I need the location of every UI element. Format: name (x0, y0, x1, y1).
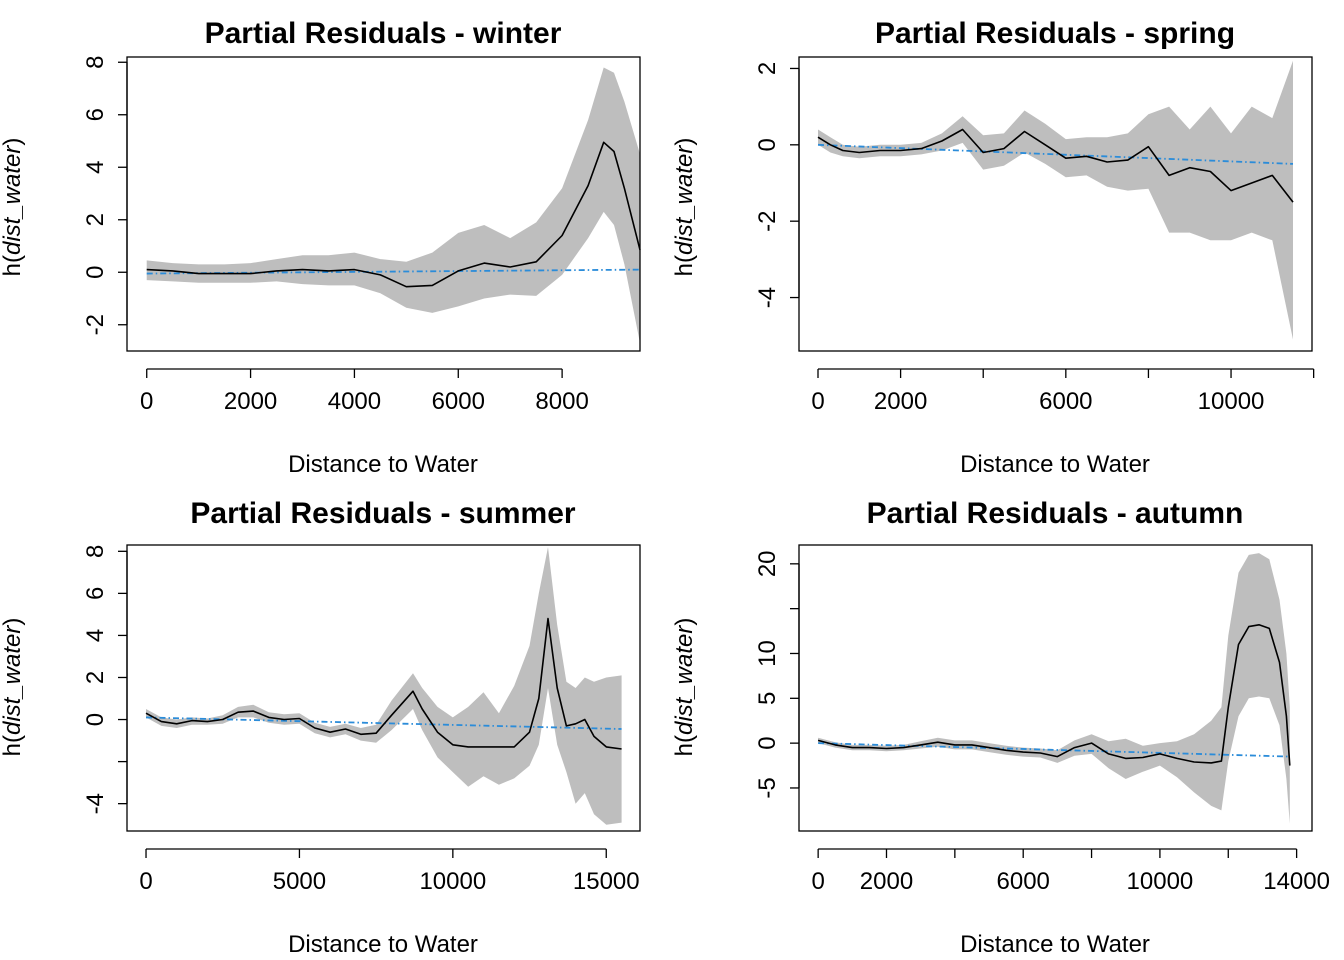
x-tick-label: 6000 (1039, 388, 1092, 415)
linear-fit-line (818, 742, 1290, 758)
panel-title: Partial Residuals - autumn (867, 497, 1244, 530)
x-tick-label: 6000 (997, 868, 1050, 895)
y-axis-label: h(dist_water) (0, 138, 26, 277)
x-tick-label: 2000 (860, 868, 913, 895)
panel-title: Partial Residuals - summer (190, 497, 575, 530)
panel-spring: Partial Residuals - spring Distance to W… (671, 17, 1315, 478)
y-tick-label: 4 (82, 629, 109, 642)
y-tick-label: 0 (82, 266, 109, 279)
y-label-prefix: h( (671, 255, 698, 276)
y-tick-label: -4 (754, 287, 781, 308)
linear-fit-line (146, 716, 622, 730)
y-label-prefix: h( (0, 255, 26, 276)
x-axis-label: Distance to Water (288, 931, 478, 958)
y-tick-label: 10 (754, 640, 781, 667)
y-tick-label: 8 (82, 56, 109, 69)
confidence-band (818, 60, 1293, 340)
panel-autumn: Partial Residuals - autumn Distance to W… (671, 497, 1330, 958)
y-tick-label: 2 (82, 213, 109, 226)
y-axis-label: h(dist_water) (671, 618, 698, 757)
y-tick-label: 2 (754, 62, 781, 75)
x-tick-label: 8000 (535, 388, 588, 415)
y-tick-label: 20 (754, 550, 781, 577)
x-tick-label: 0 (811, 868, 824, 895)
smooth-fit-line (145, 617, 622, 750)
x-tick-label: 14000 (1263, 868, 1330, 895)
y-tick-label: 0 (754, 736, 781, 749)
y-tick-label: 6 (82, 108, 109, 121)
confidence-band (818, 553, 1290, 824)
smooth-fit-line (817, 623, 1291, 766)
x-tick-label: 10000 (419, 868, 486, 895)
confidence-band (146, 67, 640, 344)
x-tick-label: 0 (139, 868, 152, 895)
panel-title: Partial Residuals - winter (205, 17, 562, 50)
x-axis-label: Distance to Water (288, 451, 478, 478)
y-tick-label: -2 (82, 314, 109, 335)
x-axis-label: Distance to Water (960, 451, 1150, 478)
panel-winter: Partial Residuals - winter Distance to W… (0, 17, 641, 478)
y-tick-label: 0 (82, 713, 109, 726)
y-tick-label: 5 (754, 692, 781, 705)
y-tick-label: -4 (82, 793, 109, 814)
y-tick-label: 0 (754, 138, 781, 151)
panel-title: Partial Residuals - spring (875, 17, 1235, 50)
y-tick-label: -5 (754, 777, 781, 798)
x-tick-label: 0 (811, 388, 824, 415)
y-axis-label: h(dist_water) (0, 618, 26, 757)
y-label-prefix: h( (0, 735, 26, 756)
smooth-fit-line (146, 141, 641, 288)
y-tick-label: 6 (82, 587, 109, 600)
y-label-variable: dist_water (671, 625, 698, 735)
x-tick-label: 10000 (1198, 388, 1265, 415)
x-axis-label: Distance to Water (960, 931, 1150, 958)
x-tick-label: 15000 (573, 868, 640, 895)
y-label-variable: dist_water (0, 625, 26, 735)
y-tick-label: 2 (82, 671, 109, 684)
y-tick-label: 4 (82, 161, 109, 174)
y-axis-label: h(dist_water) (671, 138, 698, 277)
y-label-variable: dist_water (0, 145, 26, 255)
x-tick-label: 6000 (432, 388, 485, 415)
x-tick-label: 2000 (224, 388, 277, 415)
x-tick-label: 4000 (328, 388, 381, 415)
y-tick-label: 8 (82, 545, 109, 558)
smooth-fit-line (817, 128, 1294, 203)
x-tick-label: 10000 (1127, 868, 1194, 895)
y-label-suffix: ) (671, 138, 698, 146)
panel-summer: Partial Residuals - summer Distance to W… (0, 497, 641, 958)
x-tick-label: 0 (140, 388, 153, 415)
y-label-suffix: ) (0, 138, 26, 146)
y-label-prefix: h( (671, 735, 698, 756)
y-label-suffix: ) (0, 618, 26, 626)
y-label-variable: dist_water (671, 145, 698, 255)
confidence-band (146, 547, 622, 825)
y-tick-label: -2 (754, 211, 781, 232)
y-label-suffix: ) (671, 618, 698, 626)
x-tick-label: 2000 (874, 388, 927, 415)
linear-fit-line (817, 143, 1294, 165)
x-tick-label: 5000 (273, 868, 326, 895)
